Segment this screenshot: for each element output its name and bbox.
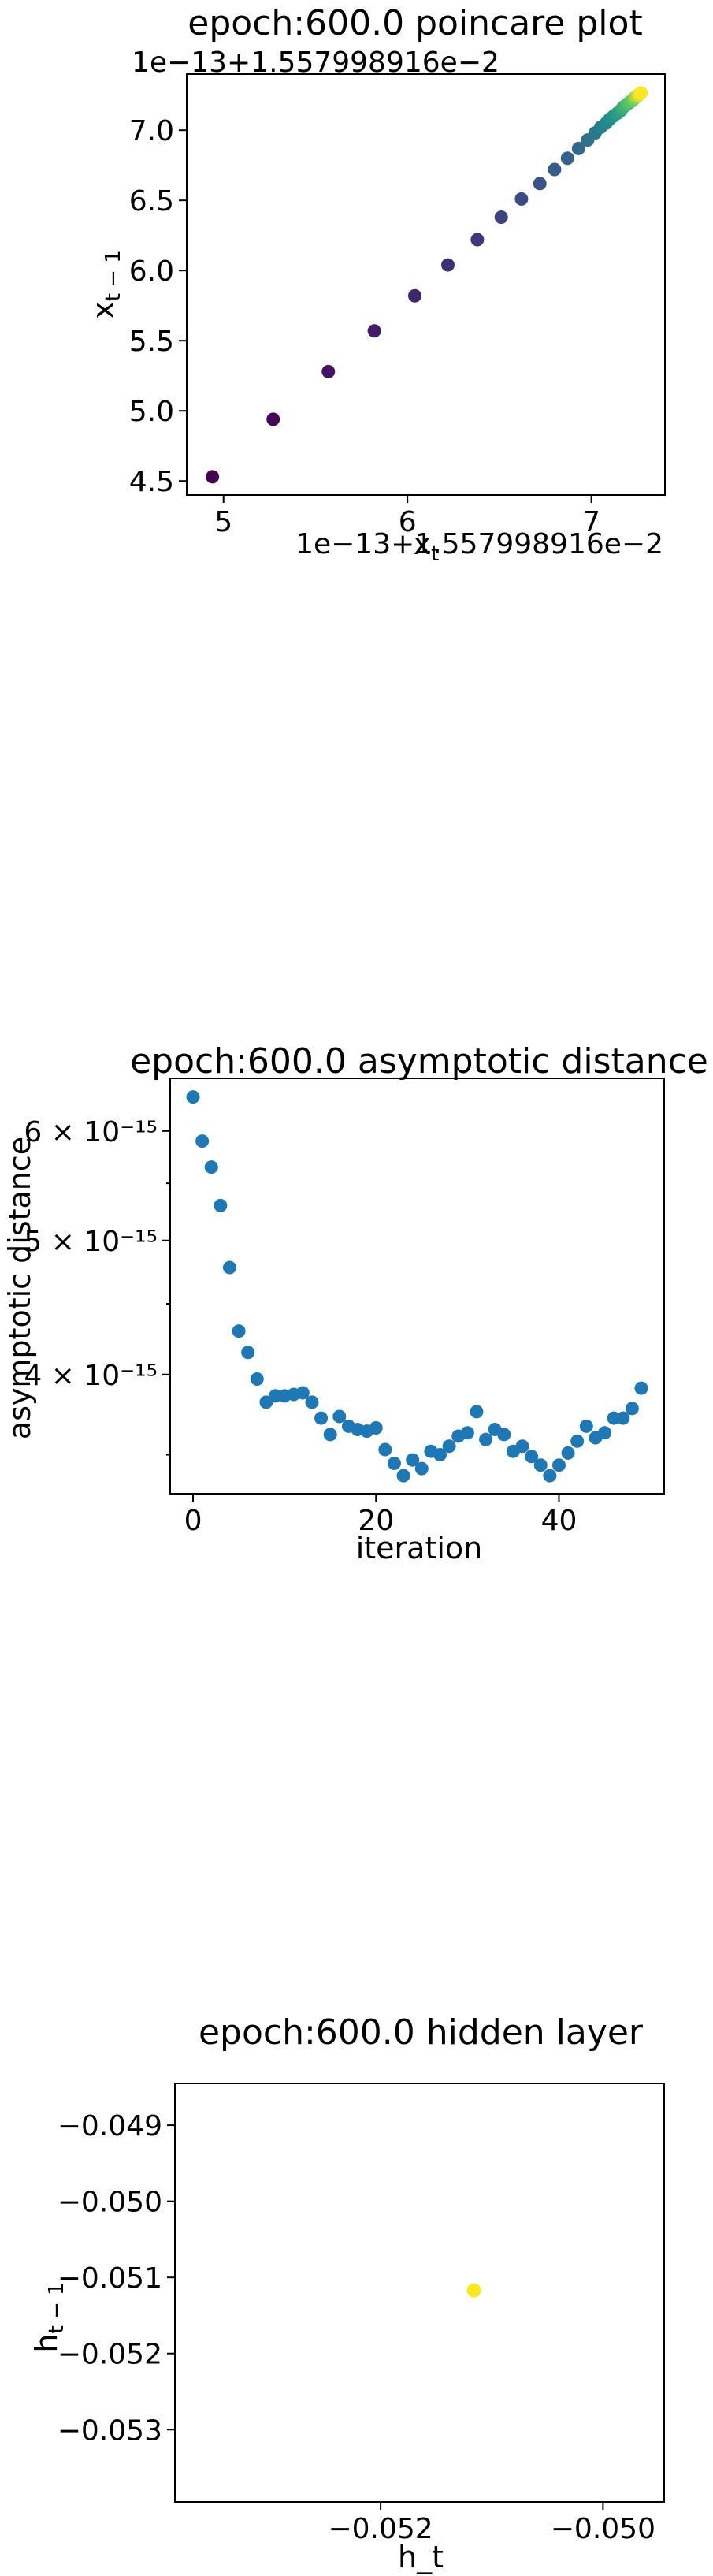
asymptotic-point — [204, 1160, 218, 1174]
asymptotic-point — [369, 1420, 383, 1435]
poincare-x-offset-label: 1e−13+1.557998916e−2 — [295, 528, 663, 560]
asymptotic-point — [570, 1434, 585, 1448]
asymptotic-point — [195, 1134, 210, 1148]
hidden-layer-y-tick-label: −0.051 — [58, 2262, 162, 2295]
asymptotic-plot-area — [169, 1078, 665, 1495]
poincare-point — [367, 324, 381, 338]
poincare-y-tick-label: 7.0 — [129, 115, 174, 147]
poincare-x-tick-label: 7 — [582, 506, 600, 538]
asymptotic-point — [479, 1432, 493, 1446]
hidden-layer-ticks: −0.052 −0.050 −0.049 −0.050 −0.051 −0.052 −0.0… — [58, 2110, 655, 2545]
poincare-point — [571, 141, 585, 155]
poincare-y-tick-label: 5.5 — [129, 326, 174, 358]
hidden-layer-points — [466, 2283, 481, 2298]
hidden-layer-chart: epoch:600.0 hidden layer −0.052 −0.050−0.… — [29, 2012, 665, 2574]
asymptotic-x-tick-label: 0 — [184, 1505, 202, 1537]
asymptotic-point — [378, 1442, 392, 1457]
asymptotic-chart: epoch:600.0 asymptotic distance 0 20 40 4 ×… — [2, 1041, 708, 1565]
asymptotic-point — [214, 1198, 228, 1212]
asymptotic-point — [598, 1426, 612, 1440]
poincare-point — [548, 162, 562, 177]
poincare-point — [533, 177, 547, 191]
poincare-point — [441, 258, 455, 272]
asymptotic-point — [561, 1446, 575, 1460]
poincare-point — [514, 192, 529, 206]
poincare-title: epoch:600.0 poincare plot — [188, 3, 642, 43]
asymptotic-point — [460, 1426, 474, 1440]
poincare-point — [494, 210, 508, 225]
hidden-layer-point — [466, 2283, 481, 2298]
asymptotic-point — [241, 1346, 255, 1360]
poincare-plot-area — [186, 73, 666, 496]
asymptotic-y-tick-label: 4 × 10⁻¹⁵ — [24, 1360, 158, 1392]
poincare-point — [266, 412, 280, 426]
asymptotic-ticks: 0 20 40 4 × 10⁻¹⁵ 5 × 10⁻¹⁵ 6 × 10⁻¹⁵ — [24, 1116, 577, 1537]
hidden-layer-plot-area — [174, 2083, 665, 2503]
asymptotic-point — [515, 1439, 529, 1454]
asymptotic-point — [222, 1260, 236, 1275]
poincare-point — [321, 364, 336, 378]
asymptotic-points — [186, 1090, 648, 1483]
hidden-layer-title: epoch:600.0 hidden layer — [199, 2012, 644, 2053]
asymptotic-point — [433, 1448, 447, 1462]
asymptotic-point — [186, 1090, 200, 1104]
asymptotic-y-label: asymptotic distance — [2, 1137, 37, 1439]
poincare-point — [560, 151, 574, 166]
asymptotic-point — [616, 1411, 630, 1425]
poincare-y-tick-label: 4.5 — [129, 466, 174, 498]
hidden-layer-x-tick-label: −0.052 — [328, 2513, 433, 2545]
asymptotic-point — [414, 1461, 429, 1476]
poincare-x-tick-label: 6 — [399, 506, 417, 538]
poincare-points — [206, 86, 648, 484]
hidden-layer-x-label: h_t — [398, 2540, 444, 2574]
asymptotic-x-tick-label: 40 — [541, 1505, 577, 1537]
hidden-layer-y-tick-label: −0.053 — [58, 2414, 162, 2447]
asymptotic-point — [470, 1405, 484, 1419]
poincare-y-tick-label: 6.0 — [129, 255, 174, 288]
asymptotic-y-tick-label: 6 × 10⁻¹⁵ — [24, 1116, 158, 1148]
asymptotic-point — [634, 1381, 648, 1395]
asymptotic-point — [396, 1469, 410, 1483]
poincare-point — [206, 470, 220, 484]
asymptotic-point — [533, 1458, 548, 1472]
asymptotic-point — [387, 1456, 401, 1470]
hidden-layer-y-tick-label: −0.049 — [58, 2110, 162, 2142]
asymptotic-point — [579, 1419, 593, 1433]
poincare-ticks: 5 6 7 4.5 5.0 5.5 6.0 6.5 7.0 — [129, 115, 600, 538]
asymptotic-point — [497, 1428, 511, 1442]
poincare-point — [407, 288, 421, 303]
asymptotic-point — [250, 1372, 264, 1387]
asymptotic-point — [314, 1411, 329, 1425]
poincare-y-label: xt − 1 — [86, 250, 125, 319]
asymptotic-point — [295, 1386, 310, 1400]
hidden-layer-y-label: ht − 1 — [29, 2282, 69, 2352]
asymptotic-point — [543, 1469, 557, 1483]
poincare-y-tick-label: 6.5 — [129, 185, 174, 218]
asymptotic-point — [406, 1453, 420, 1467]
poincare-point — [634, 86, 648, 100]
asymptotic-point — [323, 1428, 337, 1442]
asymptotic-point — [551, 1458, 566, 1472]
hidden-layer-y-tick-label: −0.050 — [58, 2187, 162, 2219]
poincare-chart: epoch:600.0 poincare plot 1e−13+1.557998… — [86, 3, 666, 566]
asymptotic-point — [625, 1402, 639, 1416]
asymptotic-point — [305, 1395, 319, 1409]
asymptotic-x-tick-label: 20 — [358, 1505, 394, 1537]
asymptotic-point — [332, 1409, 347, 1424]
asymptotic-point — [232, 1324, 246, 1338]
poincare-y-tick-label: 5.0 — [129, 396, 174, 428]
asymptotic-point — [525, 1450, 539, 1464]
asymptotic-title: epoch:600.0 asymptotic distance — [130, 1041, 708, 1081]
hidden-layer-y-tick-label: −0.052 — [58, 2339, 162, 2371]
asymptotic-y-tick-label: 5 × 10⁻¹⁵ — [24, 1226, 158, 1258]
poincare-point — [470, 233, 485, 247]
poincare-x-tick-label: 5 — [214, 506, 232, 538]
asymptotic-point — [442, 1439, 456, 1454]
hidden-layer-x-tick-label: −0.050 — [551, 2513, 655, 2545]
asymptotic-x-label: iteration — [356, 1531, 483, 1565]
